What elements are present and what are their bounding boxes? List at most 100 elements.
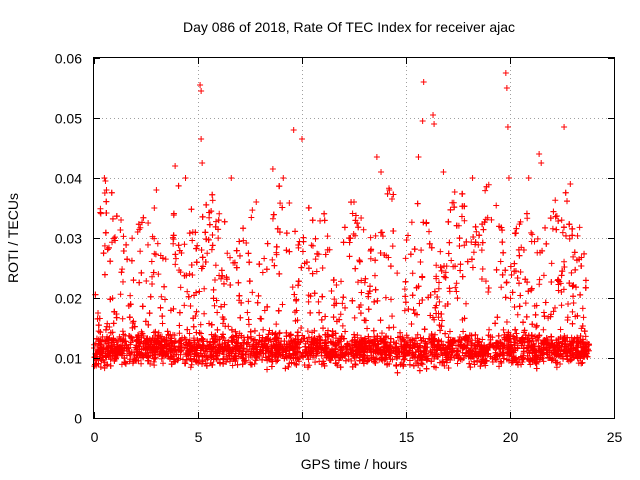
data-point <box>517 292 524 299</box>
data-point <box>229 362 236 369</box>
data-point <box>485 332 492 339</box>
data-point <box>450 339 457 346</box>
data-point <box>209 191 216 198</box>
data-point <box>193 245 200 252</box>
data-point <box>485 289 492 296</box>
data-point <box>154 335 161 342</box>
data-point <box>487 336 494 343</box>
data-point <box>233 264 240 271</box>
data-point <box>545 354 552 361</box>
data-point <box>570 293 577 300</box>
data-point <box>361 279 368 286</box>
data-point <box>466 360 473 367</box>
data-point <box>300 354 307 361</box>
data-point <box>486 326 493 333</box>
data-point <box>321 217 328 224</box>
data-point <box>441 263 448 270</box>
data-point <box>499 227 506 234</box>
data-point <box>313 352 320 359</box>
data-point <box>238 299 245 306</box>
data-point <box>512 267 519 274</box>
data-point <box>385 254 392 261</box>
data-point <box>522 300 529 307</box>
data-point <box>200 336 207 343</box>
data-point <box>311 290 318 297</box>
data-point <box>552 359 559 366</box>
data-point <box>119 328 126 335</box>
data-point <box>361 317 368 324</box>
data-point <box>401 307 408 314</box>
data-point <box>251 360 258 367</box>
data-point <box>103 198 110 205</box>
data-point <box>100 250 107 257</box>
data-point <box>171 332 178 339</box>
data-point <box>531 238 538 245</box>
data-point <box>101 337 108 344</box>
data-point <box>471 361 478 368</box>
data-point <box>381 251 388 258</box>
data-point <box>525 288 532 295</box>
data-point <box>378 330 385 337</box>
data-point <box>345 350 352 357</box>
data-point <box>194 242 201 249</box>
data-point <box>557 360 564 367</box>
data-point <box>390 339 397 346</box>
data-point <box>139 330 146 337</box>
data-point <box>393 354 400 361</box>
data-point <box>566 235 573 242</box>
data-point <box>209 231 216 238</box>
data-point <box>161 283 168 290</box>
data-point <box>218 267 225 274</box>
data-point <box>339 322 346 329</box>
data-point <box>406 344 413 351</box>
data-point <box>403 332 410 339</box>
data-point <box>186 330 193 337</box>
data-point <box>503 279 510 286</box>
data-point <box>460 355 467 362</box>
data-point <box>445 364 452 371</box>
data-point <box>416 300 423 307</box>
data-point <box>347 235 354 242</box>
data-point <box>212 223 219 230</box>
data-point <box>528 285 535 292</box>
data-point <box>215 235 222 242</box>
data-point <box>264 240 271 247</box>
data-point <box>573 257 580 264</box>
data-point <box>559 229 566 236</box>
data-point <box>129 336 136 343</box>
data-point <box>158 355 165 362</box>
data-point <box>268 363 275 370</box>
data-point <box>516 252 523 259</box>
data-point <box>504 350 511 357</box>
data-point <box>456 243 463 250</box>
data-point <box>377 347 384 354</box>
data-point <box>337 311 344 318</box>
data-point <box>365 333 372 340</box>
data-point <box>208 246 215 253</box>
data-point <box>126 314 133 321</box>
data-point <box>244 309 251 316</box>
data-point <box>464 258 471 265</box>
data-point <box>436 298 443 305</box>
data-point <box>241 337 248 344</box>
data-point <box>495 332 502 339</box>
data-point <box>252 357 259 364</box>
data-point <box>322 251 329 258</box>
data-point <box>462 333 469 340</box>
data-point <box>523 210 530 217</box>
data-point <box>300 234 307 241</box>
data-point <box>473 228 480 235</box>
data-point <box>401 286 408 293</box>
data-point <box>539 247 546 254</box>
data-point <box>220 360 227 367</box>
data-point <box>515 246 522 253</box>
data-point <box>428 358 435 365</box>
data-point <box>294 348 301 355</box>
data-point <box>527 355 534 362</box>
data-point <box>548 337 555 344</box>
data-point <box>479 266 486 273</box>
data-point <box>367 255 374 262</box>
data-point <box>235 279 242 286</box>
data-point <box>123 342 130 349</box>
